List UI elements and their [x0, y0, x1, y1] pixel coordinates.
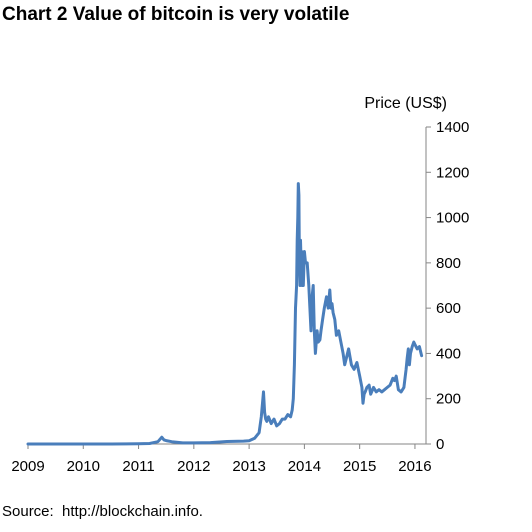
y-tick-label: 1000 — [436, 210, 469, 227]
x-tick-label: 2016 — [398, 458, 431, 475]
x-tick-label: 2011 — [122, 458, 154, 475]
x-tick-label: 2014 — [288, 458, 321, 475]
x-tick-label: 2012 — [177, 458, 210, 475]
y-tick-label: 800 — [436, 255, 461, 272]
y-tick-label: 1200 — [436, 164, 469, 181]
chart-title: Chart 2 Value of bitcoin is very volatil… — [2, 4, 350, 25]
x-tick-label: 2010 — [67, 458, 100, 475]
y-axis-label: Price (US$) — [364, 95, 447, 112]
y-tick-label: 0 — [436, 436, 444, 453]
y-tick-label: 200 — [436, 391, 461, 408]
x-tick-label: 2013 — [232, 458, 265, 475]
y-tick-label: 1400 — [436, 119, 469, 136]
source-note: Source: http://blockchain.info. — [2, 503, 203, 520]
series-layer — [26, 182, 424, 446]
x-tick-label: 2009 — [11, 458, 44, 475]
x-tick-label: 2015 — [343, 458, 376, 475]
series-line — [26, 182, 424, 446]
y-tick-label: 600 — [436, 300, 461, 317]
y-tick-label: 400 — [436, 345, 461, 362]
axes: 0 200 400 600 800 1000 1200 1400 2009 2010 2011 201… — [11, 119, 469, 475]
